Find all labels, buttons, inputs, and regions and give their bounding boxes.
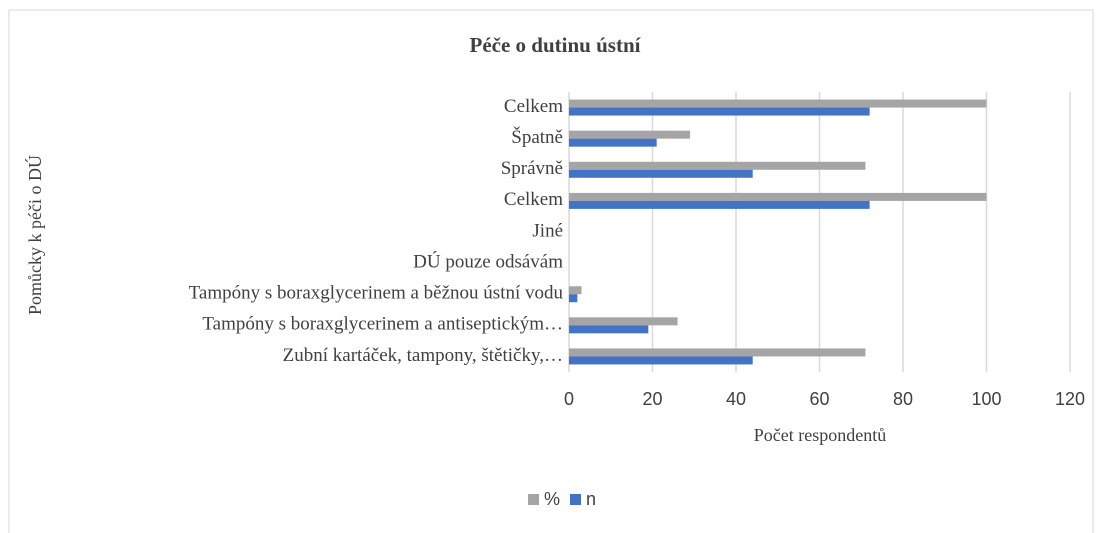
y-axis-label: Pomůcky k péči o DÚ	[24, 155, 45, 315]
bar	[569, 130, 691, 139]
legend-label: n	[586, 489, 596, 509]
x-tick-label: 60	[809, 389, 829, 409]
y-tick-label: Špatně	[511, 126, 563, 148]
y-tick-label: Celkem	[504, 189, 563, 210]
x-tick-label: 20	[642, 389, 662, 409]
bar	[569, 348, 866, 357]
bar	[569, 107, 870, 116]
legend-label: %	[544, 489, 560, 509]
bar	[569, 200, 870, 209]
x-tick-label: 0	[564, 389, 574, 409]
y-tick-label: Tampóny s boraxglycerinem a běžnou ústní…	[189, 283, 564, 304]
x-tick-label: 100	[971, 389, 1001, 409]
y-tick-label: DÚ pouze odsávám	[413, 250, 563, 272]
bar	[569, 286, 582, 295]
y-tick-label: Správně	[501, 158, 563, 179]
bar	[569, 356, 753, 365]
x-tick-label: 40	[726, 389, 746, 409]
legend-swatch	[570, 494, 581, 505]
bar	[569, 294, 578, 303]
chart-title: Péče o dutinu ústní	[470, 33, 642, 57]
bar	[569, 161, 866, 170]
bar	[569, 325, 649, 334]
bar	[569, 317, 678, 326]
x-axis-label: Počet respondentů	[754, 425, 886, 445]
bar	[569, 169, 753, 178]
legend-swatch	[528, 494, 539, 505]
x-tick-label: 120	[1055, 389, 1085, 409]
y-tick-label: Tampóny s boraxglycerinem a antiseptický…	[202, 314, 563, 335]
x-tick-label: 80	[893, 389, 913, 409]
bar	[569, 138, 657, 147]
y-tick-label: Zubní kartáček, tampony, štětičky,…	[283, 345, 563, 366]
y-tick-label: Jiné	[532, 220, 563, 241]
bar	[569, 99, 987, 108]
bar	[569, 192, 987, 201]
chart-frame	[8, 9, 1094, 533]
y-tick-label: Celkem	[504, 96, 563, 117]
